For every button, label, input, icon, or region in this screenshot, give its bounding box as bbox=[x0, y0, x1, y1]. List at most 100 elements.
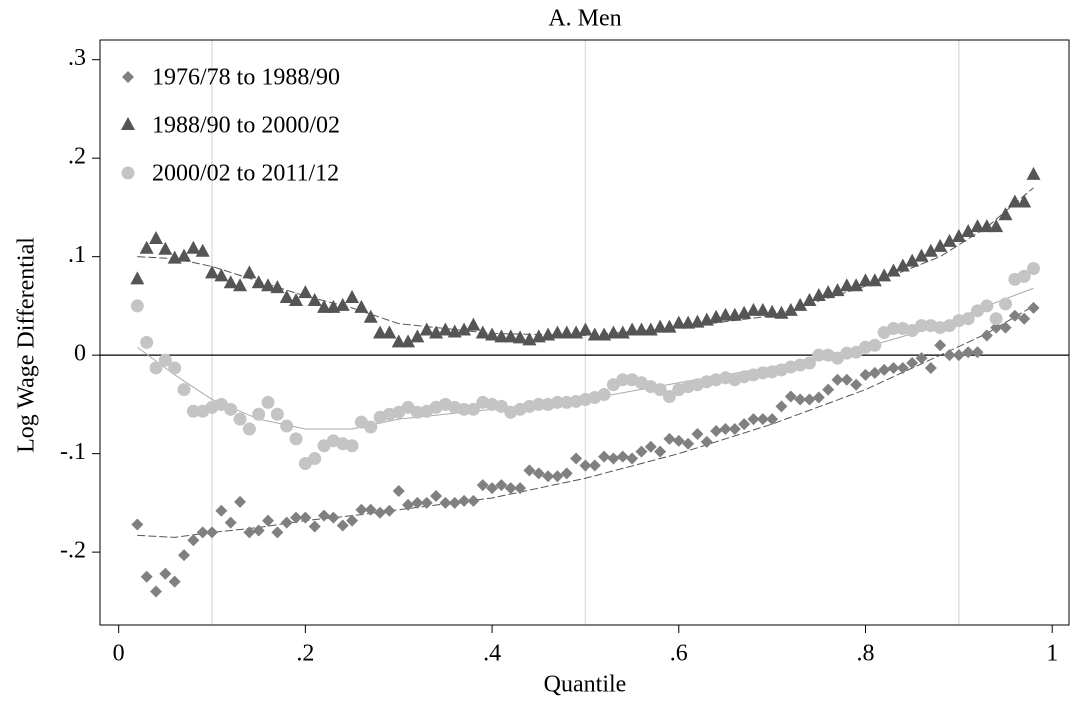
data-point bbox=[457, 402, 471, 416]
data-point bbox=[839, 278, 854, 292]
data-point bbox=[318, 509, 331, 522]
data-point bbox=[354, 299, 369, 313]
y-tick-label: 0 bbox=[74, 341, 86, 367]
data-point bbox=[458, 494, 471, 507]
data-point bbox=[830, 283, 845, 297]
data-point bbox=[466, 402, 480, 416]
data-point bbox=[457, 322, 472, 336]
data-point bbox=[989, 312, 1003, 326]
data-point bbox=[252, 524, 265, 537]
data-point bbox=[355, 503, 368, 516]
data-point bbox=[868, 366, 881, 379]
data-point bbox=[616, 450, 629, 463]
data-point bbox=[410, 329, 425, 343]
data-point bbox=[914, 248, 929, 262]
x-tick-label: 1 bbox=[1046, 641, 1058, 667]
data-point bbox=[299, 511, 312, 524]
data-point bbox=[671, 315, 686, 329]
data-point bbox=[971, 346, 984, 359]
data-point bbox=[158, 241, 173, 255]
data-point bbox=[859, 368, 872, 381]
data-point bbox=[205, 265, 220, 279]
data-point bbox=[430, 489, 443, 502]
data-point bbox=[756, 413, 769, 426]
data-point bbox=[896, 361, 909, 374]
data-point bbox=[747, 413, 760, 426]
data-point bbox=[150, 585, 163, 598]
data-point bbox=[242, 422, 256, 436]
data-point bbox=[868, 338, 882, 352]
data-point bbox=[943, 349, 956, 362]
data-point bbox=[961, 312, 975, 326]
data-point bbox=[765, 304, 780, 318]
data-point bbox=[822, 383, 835, 396]
data-point bbox=[682, 437, 695, 450]
data-point bbox=[374, 506, 387, 519]
data-point bbox=[933, 238, 948, 252]
data-point bbox=[383, 504, 396, 517]
data-point bbox=[738, 418, 751, 431]
data-point bbox=[923, 243, 938, 257]
data-point bbox=[990, 321, 1003, 334]
data-point bbox=[755, 302, 770, 316]
data-point bbox=[812, 391, 825, 404]
data-point bbox=[550, 395, 564, 409]
data-point bbox=[906, 357, 919, 370]
data-point bbox=[345, 439, 359, 453]
data-point bbox=[271, 526, 284, 539]
data-point bbox=[570, 452, 583, 465]
x-tick-label: .2 bbox=[296, 641, 314, 667]
data-point bbox=[149, 230, 164, 244]
data-point bbox=[905, 253, 920, 267]
data-point bbox=[999, 297, 1013, 311]
data-point bbox=[139, 240, 154, 254]
data-point bbox=[140, 570, 153, 583]
data-point bbox=[130, 299, 144, 313]
data-point bbox=[373, 325, 388, 339]
y-axis-label: Log Wage Differential bbox=[14, 237, 40, 453]
data-point bbox=[420, 496, 433, 509]
data-point bbox=[980, 329, 993, 342]
data-point bbox=[559, 325, 574, 339]
data-point bbox=[317, 299, 332, 313]
data-point bbox=[942, 233, 957, 247]
data-point bbox=[662, 319, 677, 333]
data-point bbox=[327, 511, 340, 524]
data-point bbox=[542, 470, 555, 483]
data-point bbox=[196, 526, 209, 539]
data-point bbox=[598, 450, 611, 463]
data-point bbox=[551, 470, 564, 483]
data-point bbox=[514, 482, 527, 495]
data-point bbox=[1027, 301, 1040, 314]
data-point bbox=[1008, 309, 1021, 322]
data-point bbox=[626, 452, 639, 465]
data-point bbox=[886, 322, 900, 336]
data-point bbox=[308, 452, 322, 466]
data-point bbox=[131, 518, 144, 531]
data-point bbox=[802, 292, 817, 306]
data-point bbox=[886, 263, 901, 277]
data-point bbox=[588, 459, 601, 472]
data-point bbox=[233, 412, 247, 426]
data-point bbox=[345, 290, 360, 304]
data-point bbox=[513, 330, 528, 344]
data-point bbox=[934, 339, 947, 352]
data-point bbox=[448, 496, 461, 509]
data-point bbox=[878, 363, 891, 376]
data-point bbox=[466, 317, 481, 331]
data-point bbox=[644, 440, 657, 453]
data-point bbox=[214, 268, 229, 282]
data-point bbox=[766, 413, 779, 426]
data-point bbox=[625, 322, 640, 336]
legend-label: 1988/90 to 2000/02 bbox=[152, 113, 340, 139]
data-point bbox=[793, 297, 808, 311]
data-point bbox=[710, 424, 723, 437]
data-point bbox=[579, 459, 592, 472]
data-point bbox=[719, 423, 732, 436]
legend-marker bbox=[121, 166, 135, 180]
data-point bbox=[1018, 312, 1031, 325]
data-point bbox=[251, 275, 266, 289]
data-point bbox=[206, 526, 219, 539]
data-point bbox=[280, 516, 293, 529]
data-point bbox=[140, 335, 154, 349]
